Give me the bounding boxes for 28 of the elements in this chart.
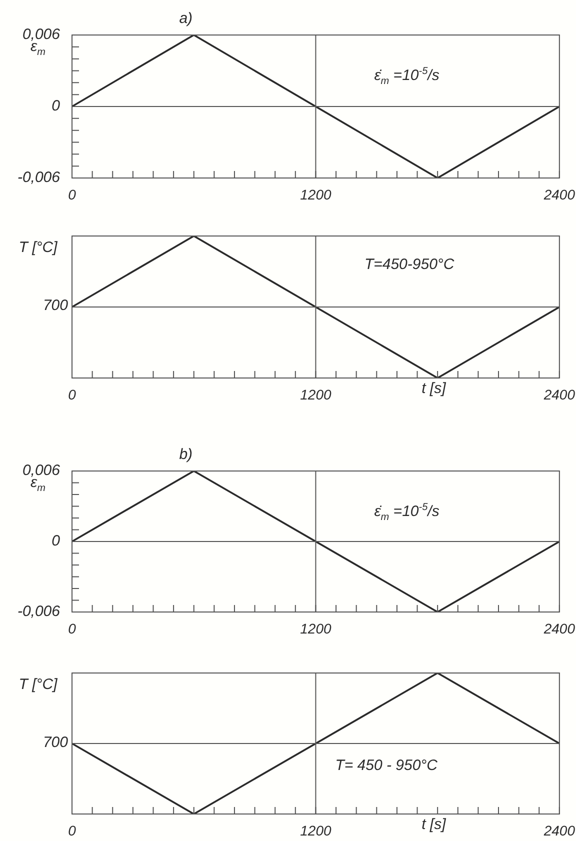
annotation: ε̇$_{m}$ =10$^{-5}$/s (374, 502, 440, 524)
annotation: T=450-950°C (364, 256, 454, 274)
annotation: T= 450 - 950°C (335, 756, 438, 774)
x-axis-title: t [s] (422, 816, 446, 834)
y-tick-label: -0,006 (17, 169, 61, 186)
annotation: ε̇$_{m}$ =10$^{-5}$/s (374, 66, 440, 88)
y-tick-label: 0 (52, 532, 61, 550)
x-tick-label: 0 (68, 386, 76, 402)
y-tick-label: 0 (52, 98, 61, 115)
x-tick-label: 1200 (300, 186, 332, 202)
x-tick-label: 0 (68, 186, 76, 202)
x-tick-label: 0 (68, 822, 76, 838)
chart-title: a) (179, 10, 193, 28)
x-tick-label: 1200 (300, 620, 332, 636)
x-tick-label: 1200 (300, 386, 332, 402)
x-tick-label: 0 (68, 620, 76, 636)
x-axis-title: t [s] (422, 380, 446, 398)
x-tick-label: 1200 (300, 822, 332, 838)
x-tick-label: 2400 (542, 186, 576, 202)
text: 700 (42, 297, 68, 314)
text: 700 (42, 734, 68, 751)
x-tick-label: 2400 (542, 822, 576, 838)
x-tick-label: 2400 (542, 620, 576, 636)
chart-title: b) (179, 446, 193, 464)
y-axis-title: T [°C] (18, 239, 58, 256)
y-axis-title: T [°C] (18, 676, 58, 694)
y-tick-label: -0,006 (17, 603, 61, 620)
x-tick-label: 2400 (542, 386, 576, 402)
